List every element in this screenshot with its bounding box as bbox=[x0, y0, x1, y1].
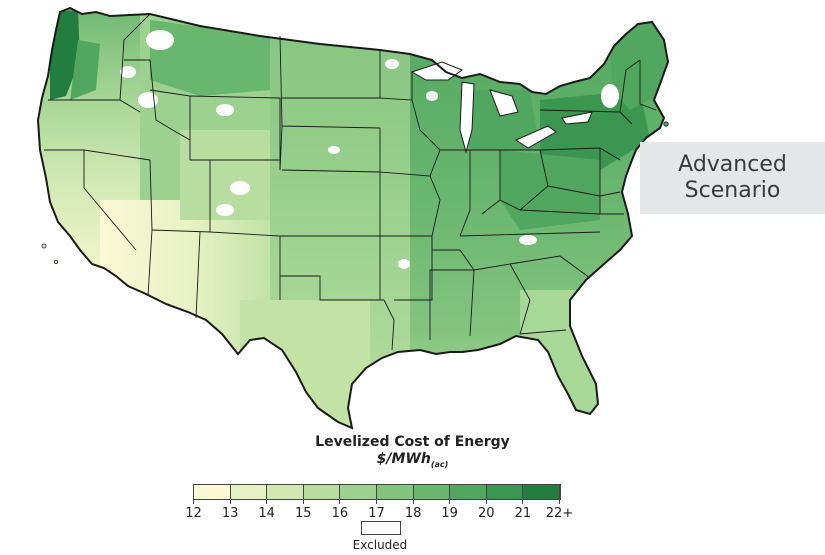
legend-swatch bbox=[376, 485, 414, 499]
legend-tick bbox=[485, 484, 487, 504]
region-northern-rockies bbox=[150, 20, 270, 96]
legend-tick-label: 21 bbox=[514, 506, 532, 521]
cape-cod-island bbox=[663, 121, 669, 127]
legend-tick bbox=[266, 484, 268, 504]
legend-swatch bbox=[486, 485, 524, 499]
excluded-area bbox=[146, 30, 174, 50]
excluded-area bbox=[216, 204, 234, 216]
excluded-area bbox=[601, 84, 619, 108]
legend-tick bbox=[449, 484, 451, 504]
legend-tick bbox=[302, 484, 304, 504]
legend-tick bbox=[193, 484, 194, 504]
region-michigan bbox=[460, 90, 540, 150]
channel-island bbox=[41, 243, 47, 249]
legend-swatch bbox=[340, 485, 377, 499]
excluded-area bbox=[138, 92, 158, 108]
scenario-line-2: Scenario bbox=[684, 178, 781, 203]
legend-unit-sub: (ac) bbox=[430, 459, 449, 469]
excluded-swatch bbox=[361, 521, 401, 535]
legend-colorbar bbox=[193, 484, 561, 500]
legend-swatch bbox=[450, 485, 487, 499]
region-ohio-valley bbox=[500, 150, 600, 230]
map-shading bbox=[38, 8, 668, 428]
legend-tick-label: 12 bbox=[185, 506, 202, 521]
legend-tick-label: 15 bbox=[295, 506, 312, 521]
legend-tick-label: 22+ bbox=[545, 506, 574, 521]
legend-tick-label: 16 bbox=[331, 506, 349, 521]
excluded-label: Excluded bbox=[352, 538, 408, 552]
legend-swatch bbox=[230, 485, 268, 499]
scenario-label-box: Advanced Scenario bbox=[640, 142, 825, 214]
legend-tick bbox=[412, 484, 414, 504]
state-borders bbox=[44, 13, 657, 351]
region-new-england bbox=[610, 28, 668, 110]
excluded-area bbox=[120, 66, 136, 78]
excluded-area bbox=[398, 259, 410, 269]
legend-tick bbox=[229, 484, 231, 504]
legend-unit-main: $/MWh bbox=[376, 451, 431, 467]
legend-tick-label: 18 bbox=[404, 506, 422, 521]
scenario-line-1: Advanced bbox=[678, 152, 787, 177]
legend-swatch bbox=[194, 485, 231, 499]
excluded-area bbox=[426, 91, 438, 101]
channel-island bbox=[54, 259, 59, 264]
excluded-area bbox=[519, 235, 537, 245]
legend-swatch bbox=[523, 485, 560, 499]
region-pnw-coast bbox=[50, 10, 80, 100]
legend-tick bbox=[339, 484, 341, 504]
excluded-area bbox=[328, 146, 340, 154]
legend-tick bbox=[559, 484, 560, 504]
legend-tick bbox=[522, 484, 524, 504]
legend-tick bbox=[376, 484, 377, 504]
legend-swatch bbox=[413, 485, 451, 499]
legend-swatch bbox=[267, 485, 304, 499]
legend-title: Levelized Cost of Energy bbox=[315, 434, 510, 450]
legend-tick-label: 14 bbox=[258, 506, 275, 521]
legend-tick-label: 19 bbox=[441, 506, 458, 521]
legend-tick-label: 17 bbox=[368, 506, 385, 521]
excluded-area bbox=[216, 104, 234, 116]
region-florida bbox=[520, 290, 610, 420]
excluded-area bbox=[385, 59, 399, 69]
legend-tick-label: 13 bbox=[221, 506, 239, 521]
region-pa-ny bbox=[540, 90, 650, 170]
legend-swatch bbox=[303, 485, 341, 499]
great-lakes bbox=[410, 61, 593, 154]
legend-tick-label: 20 bbox=[478, 506, 495, 521]
region-pnw-inland bbox=[70, 40, 100, 100]
excluded-area bbox=[230, 181, 250, 195]
legend-unit: $/MWh(ac) bbox=[0, 451, 825, 469]
